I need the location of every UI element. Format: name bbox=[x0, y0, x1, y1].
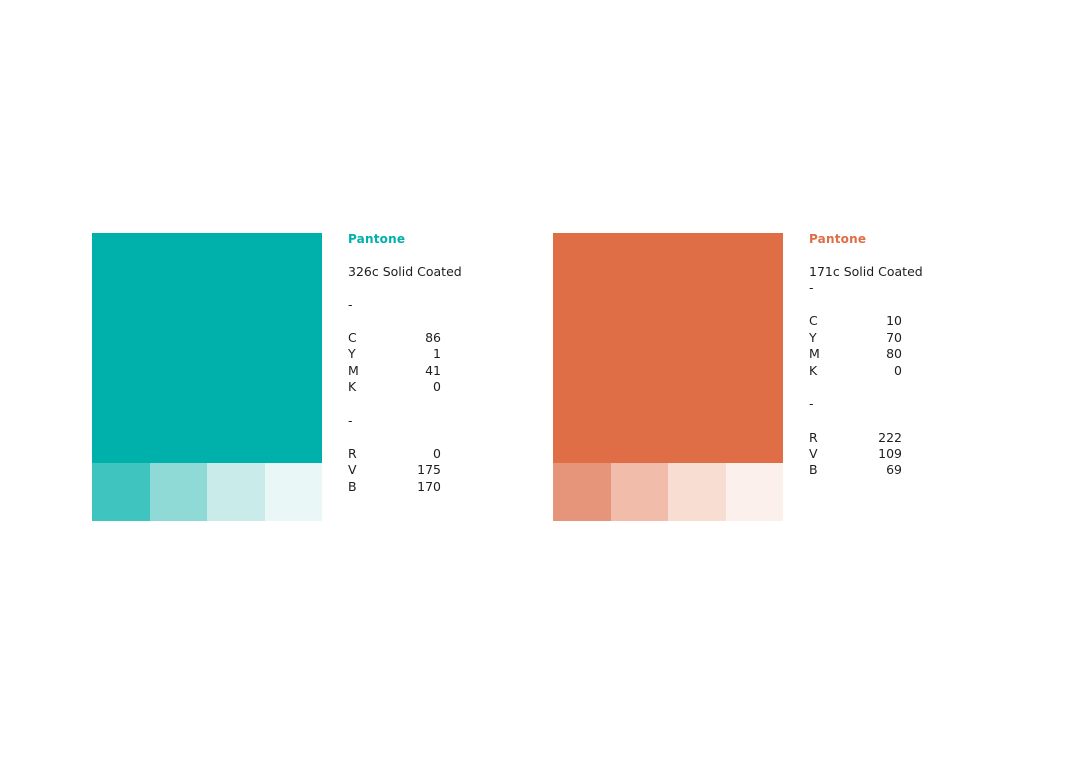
value: 222 bbox=[878, 430, 902, 445]
orange-cmyk-c: C 10 bbox=[809, 313, 902, 330]
teal-cmyk-c: C 86 bbox=[348, 330, 441, 347]
label: B bbox=[348, 479, 357, 494]
orange-cmyk-y: Y 70 bbox=[809, 330, 902, 347]
orange-pantone-label: Pantone bbox=[809, 232, 867, 246]
orange-separator-2: - bbox=[809, 396, 814, 411]
value: 41 bbox=[425, 363, 441, 378]
teal-rvb-v: V 175 bbox=[348, 462, 441, 479]
value: 0 bbox=[433, 446, 441, 461]
label: K bbox=[809, 363, 818, 378]
label: R bbox=[348, 446, 357, 461]
teal-pantone-label: Pantone bbox=[348, 232, 406, 246]
value: 0 bbox=[433, 379, 441, 394]
label: Y bbox=[348, 346, 356, 361]
label: B bbox=[809, 462, 818, 477]
label: M bbox=[809, 346, 820, 361]
teal-cmyk-m: M 41 bbox=[348, 363, 441, 380]
orange-rvb-b: B 69 bbox=[809, 462, 902, 479]
value: 0 bbox=[894, 363, 902, 378]
value: 10 bbox=[886, 313, 902, 328]
orange-pantone-name: 171c Solid Coated bbox=[809, 264, 923, 279]
label: K bbox=[348, 379, 357, 394]
teal-tint-40 bbox=[207, 463, 265, 521]
teal-swatch bbox=[92, 233, 322, 521]
teal-separator-2: - bbox=[348, 413, 353, 428]
teal-pantone-name: 326c Solid Coated bbox=[348, 264, 462, 279]
value: 70 bbox=[886, 330, 902, 345]
label: Y bbox=[809, 330, 817, 345]
value: 175 bbox=[417, 462, 441, 477]
orange-tint-40 bbox=[668, 463, 726, 521]
teal-separator-1: - bbox=[348, 297, 353, 312]
orange-cmyk-m: M 80 bbox=[809, 346, 902, 363]
label: C bbox=[348, 330, 357, 345]
value: 109 bbox=[878, 446, 902, 461]
value: 69 bbox=[886, 462, 902, 477]
orange-main-color bbox=[553, 233, 783, 463]
value: 1 bbox=[433, 346, 441, 361]
orange-separator-1: - bbox=[809, 280, 814, 295]
orange-tints bbox=[553, 463, 783, 521]
value: 170 bbox=[417, 479, 441, 494]
teal-rvb-b: B 170 bbox=[348, 479, 441, 496]
orange-rvb-v: V 109 bbox=[809, 446, 902, 463]
label: C bbox=[809, 313, 818, 328]
teal-tints bbox=[92, 463, 322, 521]
teal-main-color bbox=[92, 233, 322, 463]
teal-tint-20 bbox=[264, 463, 322, 521]
label: R bbox=[809, 430, 818, 445]
orange-tint-20 bbox=[725, 463, 783, 521]
teal-tint-80 bbox=[92, 463, 150, 521]
orange-tint-80 bbox=[553, 463, 611, 521]
value: 80 bbox=[886, 346, 902, 361]
label: V bbox=[809, 446, 818, 461]
value: 86 bbox=[425, 330, 441, 345]
orange-tint-60 bbox=[610, 463, 668, 521]
orange-rvb-r: R 222 bbox=[809, 430, 902, 447]
label: M bbox=[348, 363, 359, 378]
teal-tint-60 bbox=[149, 463, 207, 521]
label: V bbox=[348, 462, 357, 477]
orange-swatch bbox=[553, 233, 783, 521]
